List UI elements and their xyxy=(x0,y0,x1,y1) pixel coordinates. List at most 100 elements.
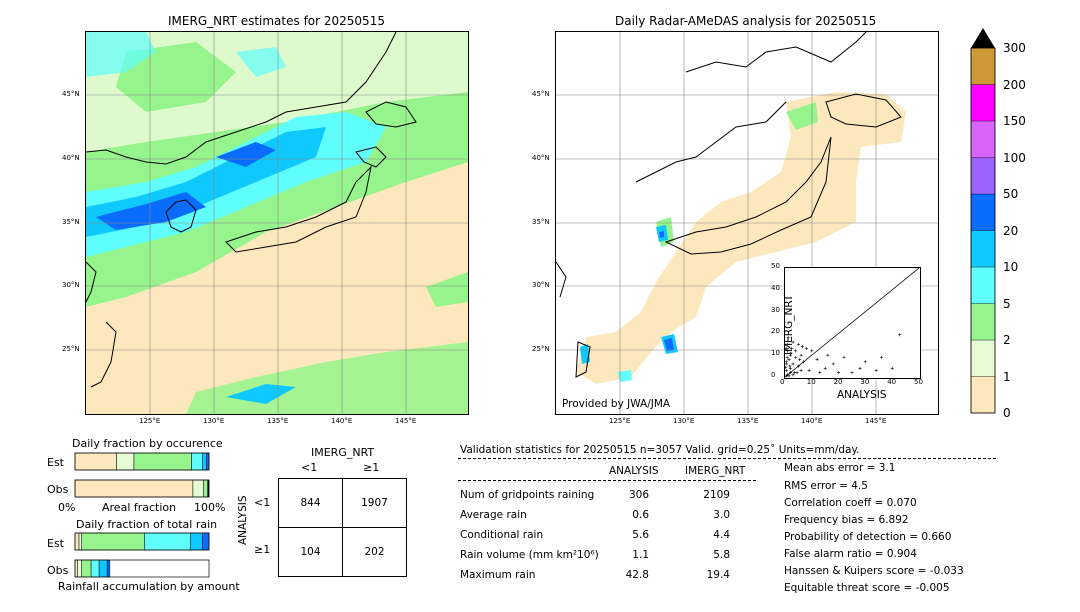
scatter-point xyxy=(807,368,811,372)
stat-label: Conditional rain xyxy=(460,529,544,541)
scatter-point xyxy=(792,371,796,375)
left-lat-tick: 30°N xyxy=(62,281,80,289)
fraction-bar-frame xyxy=(74,532,210,551)
occurrence-row-obs: Obs xyxy=(47,483,69,496)
total-rain-bars xyxy=(74,532,210,578)
validation-header: Validation statistics for 20250515 n=305… xyxy=(460,444,860,456)
colorbar-segment xyxy=(970,157,996,195)
scatter-point xyxy=(785,355,789,359)
scatter-point xyxy=(826,353,830,357)
right-lon-tick: 135°E xyxy=(737,417,759,425)
score-line: Equitable threat score = -0.005 xyxy=(784,582,950,594)
scatter-x-tick: 0 xyxy=(780,378,785,386)
scatter-point xyxy=(787,374,791,378)
scatter-point xyxy=(798,358,802,362)
scatter-xlabel: ANALYSIS xyxy=(837,389,887,401)
stat-label: Maximum rain xyxy=(460,569,536,581)
right-map: Provided by JWA/JMA xyxy=(555,31,939,415)
colorbar-tick-label: 20 xyxy=(1003,223,1019,238)
left-lon-tick: 125°E xyxy=(139,417,161,425)
scatter-ylabel: IMERG_NRT xyxy=(783,294,795,355)
scatter-y-tick: 40 xyxy=(771,283,780,292)
right-lon-tick: 125°E xyxy=(609,417,631,425)
scatter-point xyxy=(785,368,788,372)
right-lon-tick: 130°E xyxy=(673,417,695,425)
scatter-point xyxy=(799,353,803,357)
scatter-point xyxy=(823,366,827,370)
colorbar-segment xyxy=(970,84,996,122)
scatter-point xyxy=(786,336,790,340)
scatter-point xyxy=(790,347,794,351)
fraction-bar-segment xyxy=(81,532,145,551)
right-lon-tick: 145°E xyxy=(865,417,887,425)
colorbar-tick-label: 200 xyxy=(1003,77,1026,92)
score-line: Mean abs error = 3.1 xyxy=(784,462,896,474)
colorbar-frame xyxy=(970,47,996,414)
fraction-bar-segment xyxy=(106,559,111,578)
contingency-title: IMERG_NRT xyxy=(311,446,375,459)
contingency-table: 844 1907 104 202 xyxy=(278,478,407,577)
scatter-point xyxy=(787,358,791,362)
scatter-x-tick: 40 xyxy=(887,378,897,386)
colorbar-segment xyxy=(970,303,996,341)
fraction-bar-segment xyxy=(202,532,210,551)
stat-imerg: 5.8 xyxy=(713,549,730,561)
stat-imerg: 19.4 xyxy=(706,569,730,581)
score-line: Probability of detection = 0.660 xyxy=(784,531,952,543)
validation-divider xyxy=(458,458,996,459)
contingency-cell: 202 xyxy=(342,527,407,577)
contingency-cell: 104 xyxy=(278,527,343,577)
total-rain-row-est: Est xyxy=(47,537,64,550)
fraction-bar-segment xyxy=(116,452,135,471)
fraction-bar-segment xyxy=(98,559,108,578)
score-line: False alarm ratio = 0.904 xyxy=(784,548,917,560)
scatter-point xyxy=(791,362,795,366)
scatter-point xyxy=(879,355,883,359)
scatter-y-tick: 0 xyxy=(771,371,776,379)
validation-col-imerg: IMERG_NRT xyxy=(685,465,746,477)
scatter-point xyxy=(850,371,854,375)
fraction-bar-segment xyxy=(74,452,117,471)
colorbar-segment xyxy=(970,339,996,377)
scatter-point xyxy=(898,333,902,337)
scatter-y-tick: 20 xyxy=(771,327,780,336)
contingency-col-lt1: <1 xyxy=(301,461,318,474)
scatter-point xyxy=(831,362,835,366)
fraction-bar-segment xyxy=(144,532,191,551)
data-credit: Provided by JWA/JMA xyxy=(562,398,671,410)
contingency-cell: 1907 xyxy=(342,478,407,528)
colorbar-segment xyxy=(970,193,996,231)
scatter-x-tick: 10 xyxy=(806,378,816,386)
validation-table-divider xyxy=(458,480,756,481)
contingency-cell: 844 xyxy=(278,478,343,528)
stat-analysis: 5.6 xyxy=(632,529,649,541)
left-lon-tick: 135°E xyxy=(267,417,289,425)
scatter-point xyxy=(858,366,862,370)
scatter-point xyxy=(788,364,792,368)
scatter-point xyxy=(796,364,800,368)
fraction-bar-segment xyxy=(133,452,192,471)
fraction-bar-segment xyxy=(206,452,210,471)
scatter-plot xyxy=(785,268,920,378)
left-lon-tick: 130°E xyxy=(203,417,225,425)
validation-col-analysis: ANALYSIS xyxy=(609,465,659,477)
scatter-point xyxy=(785,365,788,369)
score-line: RMS error = 4.5 xyxy=(784,480,868,492)
fraction-bar-segment xyxy=(81,559,92,578)
fraction-bar-segment xyxy=(90,559,100,578)
scatter-diagonal xyxy=(785,268,920,378)
contingency-row-lt1: <1 xyxy=(254,496,271,509)
colorbar xyxy=(970,28,996,414)
scatter-point xyxy=(785,360,789,364)
stat-analysis: 306 xyxy=(628,489,649,501)
total-rain-title: Daily fraction of total rain xyxy=(76,518,218,531)
stat-analysis: 42.8 xyxy=(625,569,649,581)
scatter-point xyxy=(815,358,819,362)
left-lon-tick: 145°E xyxy=(395,417,417,425)
scatter-point xyxy=(791,373,795,377)
fraction-bar-segment xyxy=(192,479,204,498)
colorbar-tick-label: 150 xyxy=(1003,114,1026,128)
scatter-point xyxy=(791,340,795,344)
colorbar-segment xyxy=(970,47,996,85)
colorbar-tick-label: 100 xyxy=(1003,150,1026,165)
